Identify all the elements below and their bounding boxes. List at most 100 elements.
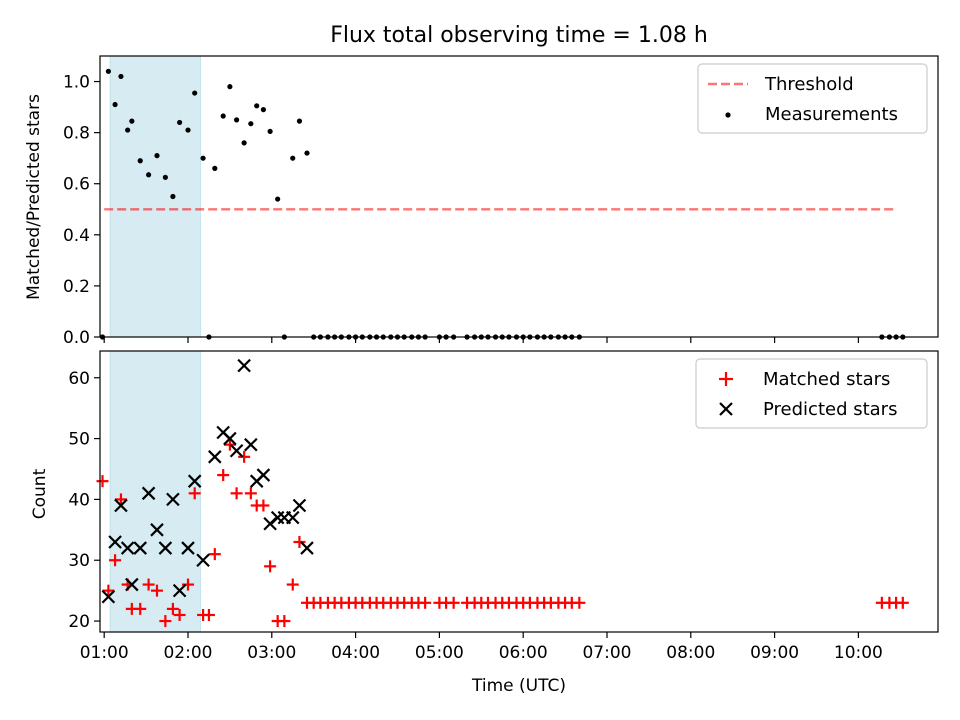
matched-star-point [244, 487, 257, 500]
measurement-point [233, 117, 240, 123]
predicted-stars-series [101, 358, 314, 604]
predicted-star-point [285, 510, 300, 525]
legend-measurements-label: Measurements [765, 104, 898, 125]
measurement-point [170, 193, 176, 200]
measurement-point [304, 150, 310, 156]
predicted-star-point [223, 431, 237, 446]
top-legend: Threshold Measurements [697, 63, 928, 134]
matched-star-point [293, 535, 306, 548]
matched-star-point [142, 578, 155, 591]
matched-star-point [419, 596, 432, 609]
measurement-point [227, 84, 233, 90]
predicted-star-point [114, 498, 128, 513]
y-tick-label: 0.8 [63, 124, 90, 144]
bottom-y-axis-label: Count [30, 468, 50, 519]
matched-star-point [896, 596, 909, 609]
predicted-star-point [208, 450, 222, 464]
predicted-star-point [256, 468, 271, 482]
legend-measurements-swatch [725, 112, 731, 118]
predicted-star-point [166, 492, 180, 507]
y-tick-label: 0.2 [63, 277, 90, 297]
matched-star-point [96, 475, 109, 488]
measurement-point [129, 118, 135, 124]
predicted-star-point [101, 589, 116, 604]
measurement-point [241, 140, 247, 146]
measurement-point [118, 73, 124, 80]
measurement-point [112, 101, 118, 108]
y-tick-label: 20 [68, 612, 90, 632]
x-tick-label: 07:00 [582, 643, 631, 663]
predicted-star-point [133, 541, 148, 555]
predicted-star-point [125, 577, 139, 592]
predicted-star-point [229, 443, 244, 458]
matched-star-point [159, 615, 172, 628]
y-tick-label: 0.0 [63, 328, 90, 348]
measurement-point [248, 121, 254, 127]
matched-star-point [188, 487, 201, 500]
legend-threshold-label: Threshold [764, 74, 854, 95]
predicted-star-point [172, 583, 187, 598]
measurement-point [137, 158, 143, 164]
x-tick-label: 01:00 [80, 643, 129, 663]
measurement-point [154, 153, 160, 159]
matched-star-point [114, 493, 127, 506]
matched-star-point [202, 608, 215, 621]
measurement-point [162, 174, 168, 180]
matched-star-point [134, 602, 147, 615]
measurement-point [220, 113, 226, 119]
predicted-star-point [244, 437, 258, 452]
bottom-axis-ticks: 01:00 02:00 03:00 04:00 05:00 06:00 07:00 08:00… [68, 369, 883, 663]
shaded-span-rect [109, 55, 202, 338]
y-tick-label: 50 [68, 430, 90, 450]
predicted-star-point [270, 510, 285, 525]
predicted-star-point [141, 486, 156, 501]
legend-matched-swatch [719, 372, 733, 386]
matched-star-point [573, 596, 586, 609]
top-shaded-span [109, 55, 202, 338]
x-tick-label: 09:00 [750, 643, 799, 663]
bottom-legend-frame [695, 358, 928, 429]
matched-star-point [447, 596, 460, 609]
measurement-point [177, 119, 183, 126]
bottom-panel: 01:00 02:00 03:00 04:00 05:00 06:00 07:00 08:00… [30, 350, 939, 696]
matched-star-point [264, 560, 277, 573]
measurement-point [105, 68, 111, 74]
matched-star-point [230, 487, 243, 500]
y-tick-label: 0.6 [63, 175, 90, 195]
matched-stars-series [96, 438, 909, 628]
matched-star-point [223, 438, 236, 451]
measurement-point [200, 155, 206, 161]
legend-predicted-swatch [719, 402, 733, 416]
bottom-x-axis-label: Time (UTC) [471, 676, 566, 696]
x-tick-label: 08:00 [666, 643, 715, 663]
x-tick-label: 10:00 [834, 643, 883, 663]
measurement-point [290, 155, 296, 161]
legend-matched-label: Matched stars [763, 369, 890, 390]
figure-title: Flux total observing time = 1.08 h [330, 23, 708, 48]
measurement-point [260, 107, 267, 113]
matched-star-point [257, 499, 270, 512]
x-tick-label: 06:00 [499, 643, 548, 663]
y-tick-label: 0.4 [63, 226, 90, 246]
predicted-star-point [150, 523, 164, 537]
matched-star-point [173, 608, 186, 621]
top-axes-frame [99, 55, 939, 338]
bottom-legend: Matched stars Predicted stars [695, 358, 928, 429]
matched-star-point [208, 548, 221, 561]
matched-star-point [166, 602, 179, 615]
predicted-star-point [108, 535, 122, 549]
measurement-point [296, 118, 303, 124]
predicted-star-point [292, 498, 307, 513]
matched-star-point [286, 578, 299, 591]
measurement-point [267, 128, 273, 134]
legend-predicted-label: Predicted stars [763, 399, 897, 420]
measurement-point [185, 127, 191, 133]
bottom-axes-frame [99, 350, 939, 633]
measurement-point [254, 103, 260, 109]
top-y-axis-label: Matched/Predicted stars [24, 94, 44, 300]
predicted-star-point [237, 358, 251, 373]
y-tick-label: 60 [68, 369, 90, 389]
predicted-star-point [187, 474, 202, 488]
x-tick-label: 04:00 [331, 643, 380, 663]
